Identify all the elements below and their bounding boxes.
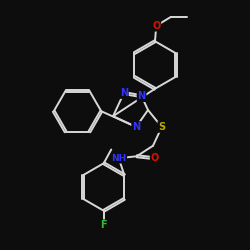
Text: F: F bbox=[100, 220, 107, 230]
Text: O: O bbox=[152, 21, 160, 31]
Text: NH: NH bbox=[111, 154, 126, 163]
Text: N: N bbox=[138, 91, 146, 101]
Text: S: S bbox=[158, 122, 165, 132]
Text: N: N bbox=[120, 88, 128, 98]
Text: O: O bbox=[150, 153, 159, 163]
Text: N: N bbox=[132, 122, 140, 132]
